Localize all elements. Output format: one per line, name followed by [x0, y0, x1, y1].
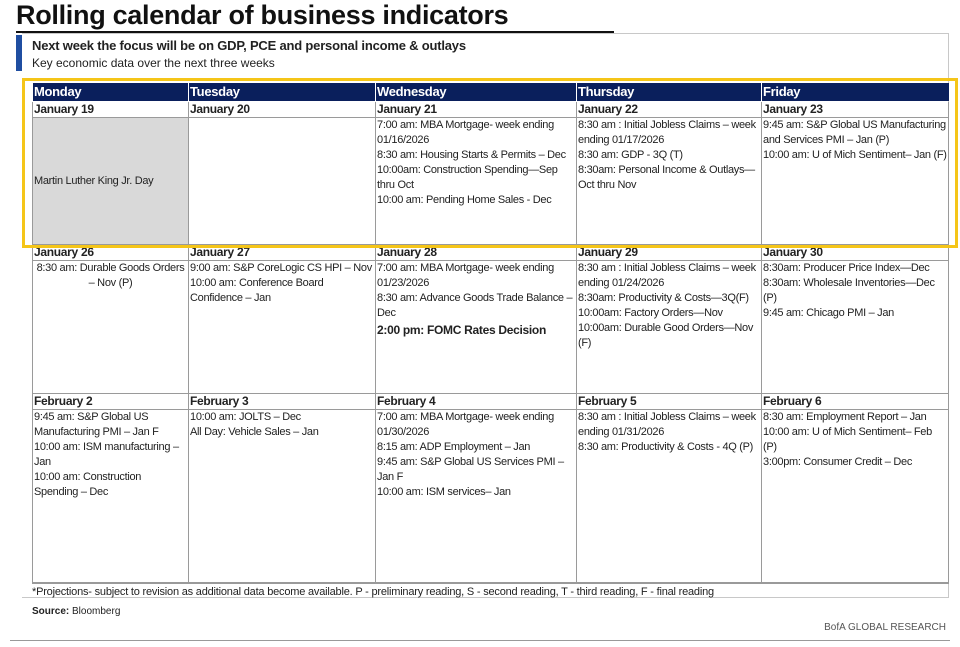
event: 10:00am: Factory Orders—Nov	[578, 307, 723, 319]
event: 8:30 am : Initial Jobless Claims – week …	[578, 262, 756, 289]
holiday: Martin Luther King Jr. Day	[33, 118, 188, 244]
event: 8:30 am: Employment Report – Jan	[763, 411, 927, 423]
event: 8:30 am: Advance Goods Trade Balance – D…	[377, 292, 573, 319]
date: January 26	[33, 245, 188, 261]
date: February 5	[577, 394, 761, 410]
date: January 30	[762, 245, 948, 261]
event: 8:30am: Wholesale Inventories—Dec (P)	[763, 277, 935, 304]
source-label: Source:	[32, 606, 70, 617]
day-cell: January 19 Martin Luther King Jr. Day	[32, 102, 188, 245]
date: January 27	[189, 245, 375, 261]
event: 10:00 am: JOLTS – Dec	[190, 411, 301, 423]
day-cell: February 4 7:00 am: MBA Mortgage- week en…	[375, 394, 576, 583]
date: January 21	[376, 102, 576, 118]
day-cell: February 5 8:30 am : Initial Jobless Clai…	[576, 394, 761, 583]
event: 8:30 am: GDP - 3Q (T)	[578, 149, 683, 161]
event: 9:45 am: S&P Global US Services PMI – Ja…	[377, 456, 564, 483]
event: 9:45 am: S&P Global US Manufacturing PMI…	[34, 411, 159, 438]
day-cell: January 28 7:00 am: MBA Mortgage- week en…	[375, 245, 576, 394]
date: January 29	[577, 245, 761, 261]
event: All Day: Vehicle Sales – Jan	[190, 426, 319, 438]
event: 10:00 am: Construction Spending – Dec	[34, 471, 142, 498]
event: 9:45 am: S&P Global US Manufacturing and…	[763, 119, 946, 146]
description: Key economic data over the next three we…	[32, 56, 275, 70]
event: 3:00pm: Consumer Credit – Dec	[763, 456, 913, 468]
event: 10:00 am: ISM manufacturing – Jan	[34, 441, 179, 468]
source-text: Bloomberg	[72, 606, 121, 617]
date: February 4	[376, 394, 576, 410]
day-header: Wednesday	[375, 83, 576, 101]
day-cell: January 30 8:30am: Producer Price Index—D…	[761, 245, 949, 394]
title-rule	[16, 31, 614, 33]
event: 10:00am: Construction Spending—Sep thru …	[377, 164, 558, 191]
event: 8:30 am: Productivity & Costs - 4Q (P)	[578, 441, 754, 453]
event: 9:45 am: Chicago PMI – Jan	[763, 307, 894, 319]
bottom-rule	[10, 640, 950, 641]
event: 8:30 am: Durable Goods Orders – Nov (P)	[36, 262, 185, 289]
day-cell: February 3 10:00 am: JOLTS – Dec All Day: …	[188, 394, 375, 583]
event: 8:30 am: Housing Starts & Permits – Dec	[377, 149, 566, 161]
day-header: Thursday	[576, 83, 761, 101]
date: January 20	[189, 102, 375, 118]
branding: BofA GLOBAL RESEARCH	[824, 622, 946, 633]
event: 7:00 am: MBA Mortgage- week ending 01/16…	[377, 119, 554, 146]
day-cell: January 26 8:30 am: Durable Goods Orders …	[32, 245, 188, 394]
event: 10:00 am: Conference Board Confidence – …	[190, 277, 324, 304]
date: January 22	[577, 102, 761, 118]
highlight-box	[22, 78, 958, 248]
event: 7:00 am: MBA Mortgage- week ending 01/30…	[377, 411, 554, 438]
subtitle: Next week the focus will be on GDP, PCE …	[32, 38, 466, 53]
day-cell: January 23 9:45 am: S&P Global US Manufac…	[761, 102, 949, 245]
event: 8:30 am : Initial Jobless Claims – week …	[578, 119, 756, 146]
accent-bar	[16, 35, 22, 71]
day-cell: January 29 8:30 am : Initial Jobless Clai…	[576, 245, 761, 394]
day-cell: January 20	[188, 102, 375, 245]
date: February 6	[762, 394, 948, 410]
event: 10:00 am: U of Mich Sentiment– Jan (F)	[763, 149, 947, 161]
day-header: Monday	[32, 83, 188, 101]
event: 8:30am: Personal Income & Outlays—Oct th…	[578, 164, 755, 191]
date: February 2	[33, 394, 188, 410]
day-header: Tuesday	[188, 83, 375, 101]
event: 7:00 am: MBA Mortgage- week ending 01/23…	[377, 262, 554, 289]
key-event: 2:00 pm: FOMC Rates Decision	[377, 323, 546, 337]
footnote: *Projections- subject to revision as add…	[32, 583, 949, 599]
day-cell: February 2 9:45 am: S&P Global US Manufac…	[32, 394, 188, 583]
date: January 23	[762, 102, 948, 118]
event: 10:00 am: Pending Home Sales - Dec	[377, 194, 552, 206]
event: 8:30 am : Initial Jobless Claims – week …	[578, 411, 756, 438]
event: 8:30am: Producer Price Index—Dec	[763, 262, 930, 274]
source: Source: Bloomberg	[32, 606, 120, 617]
event: 9:00 am: S&P CoreLogic CS HPI – Nov	[190, 262, 372, 274]
date: February 3	[189, 394, 375, 410]
day-header: Friday	[761, 83, 949, 101]
event: 10:00 am: ISM services– Jan	[377, 486, 511, 498]
day-cell: January 22 8:30 am : Initial Jobless Clai…	[576, 102, 761, 245]
event: 8:15 am: ADP Employment – Jan	[377, 441, 531, 453]
date: January 19	[33, 102, 188, 118]
event: 8:30am: Productivity & Costs—3Q(F)	[578, 292, 749, 304]
day-cell: February 6 8:30 am: Employment Report – J…	[761, 394, 949, 583]
date: January 28	[376, 245, 576, 261]
day-cell: January 21 7:00 am: MBA Mortgage- week en…	[375, 102, 576, 245]
day-cell: January 27 9:00 am: S&P CoreLogic CS HPI …	[188, 245, 375, 394]
event: 10:00am: Durable Good Orders—Nov (F)	[578, 322, 754, 349]
title: Rolling calendar of business indicators	[16, 0, 509, 30]
event: 10:00 am: U of Mich Sentiment– Feb (P)	[763, 426, 932, 453]
